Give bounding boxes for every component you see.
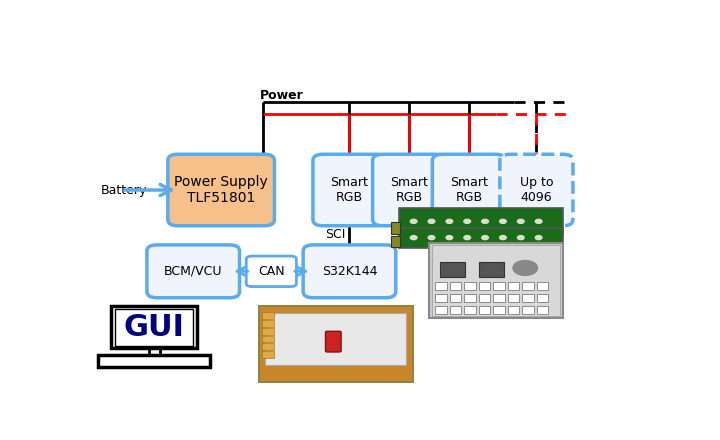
FancyBboxPatch shape [493, 306, 505, 314]
FancyBboxPatch shape [450, 294, 461, 302]
Circle shape [428, 219, 435, 224]
FancyBboxPatch shape [508, 306, 519, 314]
Circle shape [513, 260, 538, 275]
Text: S32K144: S32K144 [322, 265, 377, 278]
FancyBboxPatch shape [508, 282, 519, 290]
FancyBboxPatch shape [537, 282, 548, 290]
FancyBboxPatch shape [399, 208, 562, 235]
Text: Smart
RGB: Smart RGB [330, 176, 369, 204]
FancyBboxPatch shape [523, 306, 534, 314]
FancyBboxPatch shape [537, 306, 548, 314]
Circle shape [446, 219, 453, 224]
Circle shape [535, 219, 542, 224]
FancyBboxPatch shape [432, 154, 505, 226]
FancyBboxPatch shape [391, 222, 400, 234]
FancyBboxPatch shape [436, 306, 446, 314]
FancyBboxPatch shape [500, 154, 573, 226]
Circle shape [428, 235, 435, 240]
Text: GUI: GUI [124, 313, 184, 342]
FancyBboxPatch shape [464, 282, 476, 290]
FancyBboxPatch shape [115, 309, 193, 346]
FancyBboxPatch shape [464, 306, 476, 314]
Circle shape [464, 235, 471, 240]
FancyBboxPatch shape [262, 344, 274, 350]
FancyBboxPatch shape [537, 294, 548, 302]
FancyBboxPatch shape [523, 282, 534, 290]
Circle shape [464, 219, 471, 224]
FancyBboxPatch shape [168, 154, 274, 226]
Circle shape [500, 235, 506, 240]
Text: Battery: Battery [101, 184, 148, 197]
FancyBboxPatch shape [111, 306, 197, 348]
Text: Smart
RGB: Smart RGB [390, 176, 428, 204]
FancyBboxPatch shape [147, 245, 240, 298]
Circle shape [482, 235, 488, 240]
Text: SCI: SCI [325, 227, 346, 241]
FancyBboxPatch shape [262, 351, 274, 358]
FancyBboxPatch shape [480, 262, 504, 277]
Circle shape [518, 235, 524, 240]
Circle shape [535, 235, 542, 240]
FancyBboxPatch shape [432, 245, 560, 316]
FancyBboxPatch shape [493, 282, 505, 290]
FancyBboxPatch shape [479, 294, 490, 302]
FancyBboxPatch shape [523, 294, 534, 302]
FancyBboxPatch shape [450, 282, 461, 290]
FancyBboxPatch shape [313, 154, 386, 226]
Text: Power Supply
TLF51801: Power Supply TLF51801 [174, 175, 268, 205]
FancyBboxPatch shape [99, 355, 210, 367]
FancyBboxPatch shape [246, 256, 297, 286]
FancyBboxPatch shape [325, 331, 341, 352]
FancyBboxPatch shape [479, 282, 490, 290]
FancyBboxPatch shape [436, 294, 446, 302]
Text: Up to
4096: Up to 4096 [520, 176, 553, 204]
FancyBboxPatch shape [262, 336, 274, 342]
FancyBboxPatch shape [262, 312, 274, 319]
FancyBboxPatch shape [479, 306, 490, 314]
FancyBboxPatch shape [262, 320, 274, 327]
Circle shape [410, 219, 417, 224]
FancyBboxPatch shape [262, 328, 274, 335]
Circle shape [500, 219, 506, 224]
FancyBboxPatch shape [493, 294, 505, 302]
FancyBboxPatch shape [450, 306, 461, 314]
Text: Smart
RGB: Smart RGB [450, 176, 488, 204]
Circle shape [518, 219, 524, 224]
Text: BCM/VCU: BCM/VCU [164, 265, 222, 278]
Text: CAN: CAN [258, 265, 284, 278]
FancyBboxPatch shape [428, 243, 563, 318]
FancyBboxPatch shape [373, 154, 446, 226]
FancyBboxPatch shape [258, 306, 413, 382]
Text: Power: Power [260, 88, 304, 102]
FancyBboxPatch shape [441, 262, 465, 277]
Circle shape [410, 235, 417, 240]
FancyBboxPatch shape [436, 282, 446, 290]
FancyBboxPatch shape [303, 245, 396, 298]
FancyBboxPatch shape [399, 227, 562, 248]
FancyBboxPatch shape [508, 294, 519, 302]
Circle shape [446, 235, 453, 240]
FancyBboxPatch shape [464, 294, 476, 302]
Circle shape [482, 219, 488, 224]
FancyBboxPatch shape [265, 313, 406, 365]
FancyBboxPatch shape [391, 236, 400, 247]
